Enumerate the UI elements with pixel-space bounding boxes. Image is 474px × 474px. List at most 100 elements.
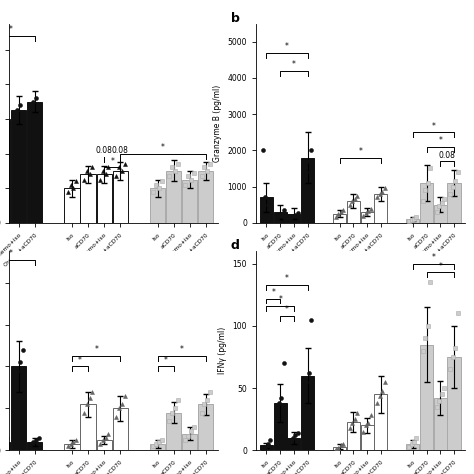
Point [206, 388, 214, 395]
Point [0, 442, 2, 450]
Point [264, 201, 272, 209]
Point [353, 409, 361, 417]
Text: *: * [285, 305, 289, 314]
Point [365, 419, 372, 427]
Point [435, 397, 443, 404]
Point [433, 403, 440, 410]
Text: d: d [231, 239, 240, 252]
Point [174, 396, 182, 404]
Point [118, 401, 126, 408]
Bar [182, 180, 197, 223]
Point [376, 190, 383, 198]
Point [419, 197, 427, 205]
Point [419, 347, 427, 355]
Bar [11, 366, 27, 450]
Point [427, 164, 434, 172]
Point [3, 434, 11, 441]
Bar [361, 212, 374, 223]
Point [112, 413, 120, 420]
Bar [347, 201, 360, 223]
Point [86, 394, 93, 401]
Point [19, 346, 27, 354]
Point [273, 215, 280, 223]
Point [149, 442, 157, 450]
Point [105, 164, 112, 171]
Bar [198, 404, 213, 450]
Point [447, 190, 454, 198]
Point [266, 437, 274, 444]
Point [351, 415, 358, 423]
Point [408, 440, 415, 448]
Text: *: * [438, 262, 442, 271]
Point [155, 184, 163, 192]
Bar [406, 444, 419, 450]
Point [275, 212, 283, 219]
Point [264, 440, 272, 448]
Point [332, 214, 340, 221]
Bar [64, 188, 80, 223]
Bar [361, 426, 374, 450]
Point [70, 438, 77, 446]
Point [32, 94, 40, 102]
Point [376, 392, 383, 399]
Point [35, 101, 43, 109]
Y-axis label: IFNγ (pg/ml): IFNγ (pg/ml) [218, 327, 227, 374]
Point [121, 160, 128, 168]
Bar [0, 442, 10, 450]
Bar [406, 219, 419, 223]
Point [378, 188, 386, 196]
Point [203, 167, 211, 174]
Point [201, 401, 208, 408]
Point [438, 199, 445, 207]
Text: *: * [164, 356, 168, 365]
Point [421, 186, 429, 194]
Point [410, 438, 418, 446]
Point [64, 188, 72, 195]
Bar [301, 375, 314, 450]
Point [174, 160, 182, 168]
Text: *: * [431, 122, 435, 131]
Text: *: * [438, 136, 442, 145]
Point [67, 440, 74, 448]
Point [427, 279, 434, 286]
Point [198, 172, 205, 180]
Point [335, 444, 342, 452]
Bar [347, 422, 360, 450]
Point [367, 205, 374, 213]
Bar [374, 194, 387, 223]
Point [121, 392, 128, 400]
Point [262, 443, 269, 450]
Text: *: * [278, 295, 282, 304]
Point [351, 195, 358, 203]
Bar [150, 188, 165, 223]
Text: b: b [231, 12, 240, 25]
Point [203, 396, 211, 404]
Point [280, 206, 288, 214]
Point [171, 405, 179, 412]
Point [294, 209, 301, 217]
Point [73, 177, 80, 185]
Point [308, 316, 315, 323]
Text: *: * [78, 356, 82, 365]
Point [64, 442, 72, 450]
Point [155, 438, 163, 446]
Point [339, 206, 347, 214]
Bar [333, 214, 346, 223]
Bar [287, 438, 301, 450]
Point [378, 387, 386, 394]
Text: *: * [292, 60, 296, 69]
Point [447, 365, 454, 373]
Point [0, 112, 8, 119]
Point [449, 353, 456, 361]
Point [29, 98, 37, 105]
Point [149, 188, 157, 195]
Point [337, 442, 345, 449]
Point [454, 168, 462, 176]
Point [424, 179, 431, 187]
Bar [273, 403, 287, 450]
Point [421, 335, 429, 342]
Bar [447, 357, 461, 450]
Point [362, 422, 370, 429]
Point [262, 194, 269, 201]
Point [201, 164, 208, 171]
